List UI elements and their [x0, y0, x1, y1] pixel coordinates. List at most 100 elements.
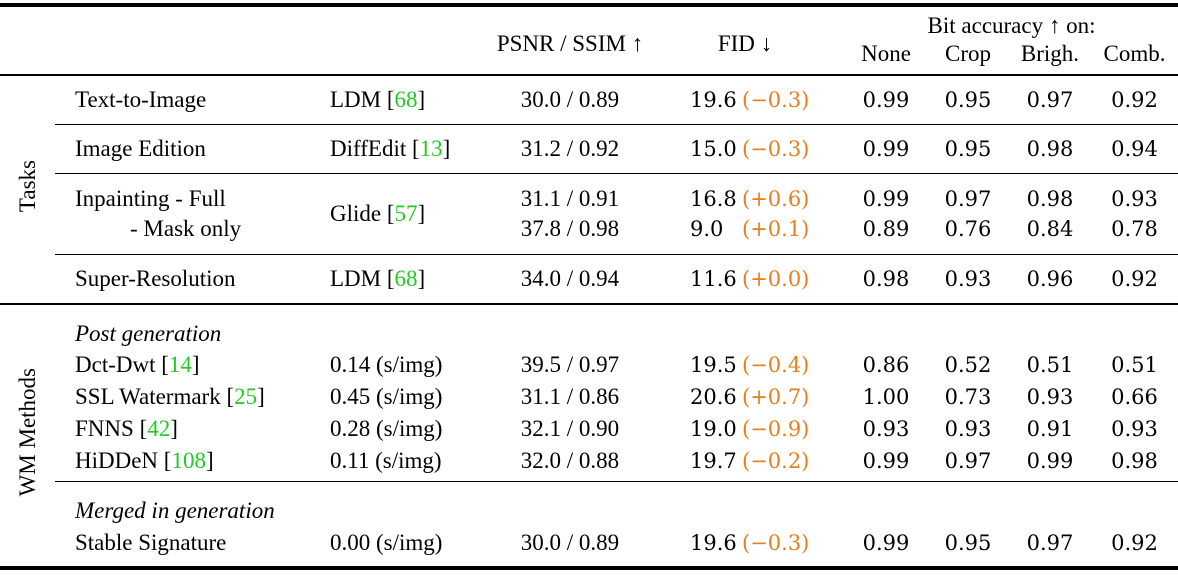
cell-bit-crop: 0.97 [927, 445, 1009, 482]
citation-bracket: [ [161, 352, 169, 377]
cell-psnr-ssim: 31.2 / 0.92 [495, 124, 645, 174]
fid-delta: (−0.3) [742, 531, 810, 555]
cell-method: LDM [68] [330, 255, 495, 304]
method-name: SSL Watermark [75, 384, 221, 409]
bit-value: 0.89 [862, 217, 910, 241]
cell-bit-none: 0.99 [845, 124, 927, 174]
fid-delta: (+0.7) [742, 385, 810, 409]
cell-bit-crop: 0.93 [944, 417, 992, 441]
citation-bracket: [ [386, 201, 395, 226]
cell-bit-combined: 0.92 [1111, 531, 1158, 555]
bit-value: 0.93 [1111, 187, 1158, 211]
method-name: FNNS [75, 416, 134, 441]
citation-number: 68 [394, 87, 418, 112]
bit-value: 0.99 [862, 187, 910, 211]
cell-psnr-ssim: 34.0 / 0.94 [520, 266, 620, 291]
citation-number: 25 [234, 384, 258, 409]
method-name: DiffEdit [330, 136, 407, 161]
cell-fid: 15.0 (−0.3) [645, 124, 845, 174]
cell-method: Dct-Dwt [14] [55, 349, 330, 381]
cell-bit-none: 0.99 0.89 [845, 173, 927, 255]
header-attack-none: None [845, 39, 927, 76]
row-image-edition: Image Edition DiffEdit [13] 31.2 / 0.92 … [0, 124, 1178, 174]
section-label-tasks: Tasks [15, 160, 40, 213]
cell-fid: 19.6 (−0.3) [645, 526, 845, 568]
row-hidden: HiDDeN [108] 0.11 (s/img) 32.0 / 0.88 19… [0, 445, 1178, 482]
cell-bit-none: 0.99 [862, 531, 910, 555]
fid-full: 16.8 (+0.6) [690, 184, 845, 214]
cell-psnr-ssim: 39.5 / 0.97 [520, 352, 620, 377]
cell-bit-brightness: 0.91 [1026, 417, 1074, 441]
section-label-tasks-cell: Tasks [0, 75, 55, 303]
row-group-post-generation: WM Methods Post generation [0, 304, 1178, 497]
cell-method: SSL Watermark [25] [55, 381, 330, 413]
citation-bracket: ] [170, 416, 178, 441]
cell-bit-combined: 0.93 [1111, 417, 1158, 441]
row-inpainting: Inpainting - Full - Mask only Glide [57]… [0, 173, 1178, 255]
row-dct-dwt: Dct-Dwt [14] 0.14 (s/img) 39.5 / 0.97 19… [0, 349, 1178, 381]
cell-fid: 20.6 (+0.7) [645, 381, 845, 413]
cell-time: 0.14 (s/img) [330, 352, 443, 377]
citation-bracket: [ [411, 136, 420, 161]
citation-number: 42 [147, 416, 171, 441]
cell-psnr-ssim: 32.0 / 0.88 [495, 445, 645, 482]
cell-fid: 19.5 (−0.4) [645, 349, 845, 381]
citation-bracket: [ [386, 266, 395, 291]
section-label-wm-methods: WM Methods [15, 368, 40, 497]
method-name: Dct-Dwt [75, 352, 156, 377]
citation-bracket: ] [417, 201, 426, 226]
cell-fid: 19.7 (−0.2) [645, 445, 845, 482]
fid-delta: (−0.3) [742, 88, 810, 112]
fid-value: 15.0 [690, 137, 737, 161]
bit-value: 0.76 [944, 217, 992, 241]
fid-delta: (+0.6) [742, 187, 810, 211]
cell-psnr-ssim: 32.1 / 0.90 [520, 416, 620, 441]
cell-task: Inpainting - Full - Mask only [55, 173, 330, 255]
citation-bracket: [ [386, 87, 395, 112]
cell-bit-none: 0.99 [845, 75, 927, 125]
bit-value: 0.97 [944, 187, 992, 211]
header-attack-crop: Crop [927, 39, 1009, 76]
cell-bit-combined: 0.98 [1091, 445, 1178, 482]
citation-number: 108 [171, 448, 206, 473]
fid-delta: (−0.3) [742, 137, 810, 161]
cell-bit-combined: 0.94 [1091, 124, 1178, 174]
header-row-top: PSNR / SSIM ↑ FID ↓ Bit accuracy ↑ on: [0, 5, 1178, 76]
cell-bit-crop: 0.95 [944, 531, 992, 555]
cell-task: Image Edition [55, 124, 330, 174]
fid-delta: (−0.2) [742, 449, 810, 473]
citation-number: 68 [394, 266, 418, 291]
citation-bracket: ] [191, 352, 200, 377]
cell-method: LDM [68] [330, 75, 495, 125]
cell-time: 0.00 (s/img) [330, 530, 443, 555]
bit-value: 0.84 [1026, 217, 1074, 241]
fid-delta: (−0.4) [742, 353, 810, 377]
cell-fid: 19.6 (−0.3) [645, 75, 845, 125]
bit-value: 0.78 [1111, 217, 1158, 241]
cell-time: 0.11 (s/img) [330, 445, 495, 482]
citation-bracket: [ [163, 448, 172, 473]
row-fnns: FNNS [42] 0.28 (s/img) 32.1 / 0.90 19.0(… [0, 413, 1178, 445]
header-row-attacks: None Crop Brigh. Comb. [0, 39, 1178, 76]
cell-bit-crop: 0.93 [944, 267, 992, 291]
cell-method: DiffEdit [13] [330, 124, 495, 174]
cell-psnr-ssim: 30.0 / 0.89 [495, 75, 645, 125]
cell-bit-brightness: 0.98 [1009, 124, 1091, 174]
cell-time: 0.45 (s/img) [330, 384, 443, 409]
cell-bit-brightness: 0.97 [1009, 75, 1091, 125]
cell-bit-none: 0.86 [862, 353, 910, 377]
cell-task: Super-Resolution [75, 266, 236, 291]
citation-bracket: ] [257, 384, 265, 409]
cell-bit-crop: 0.73 [944, 385, 992, 409]
group-label-merged-in-generation: Merged in generation [75, 498, 275, 523]
citation-bracket: ] [417, 87, 426, 112]
cell-bit-none: 0.93 [862, 417, 910, 441]
fid-value: 19.0 [690, 417, 737, 441]
header-fid: FID ↓ [645, 5, 845, 76]
fid-value: 11.6 [690, 267, 737, 291]
citation-bracket: ] [205, 448, 214, 473]
fid-delta: (−0.9) [742, 417, 810, 441]
results-table: PSNR / SSIM ↑ FID ↓ Bit accuracy ↑ on: N… [0, 3, 1178, 570]
cell-bit-brightness: 0.93 [1026, 385, 1074, 409]
cell-psnr-ssim: 31.1 / 0.86 [520, 384, 620, 409]
